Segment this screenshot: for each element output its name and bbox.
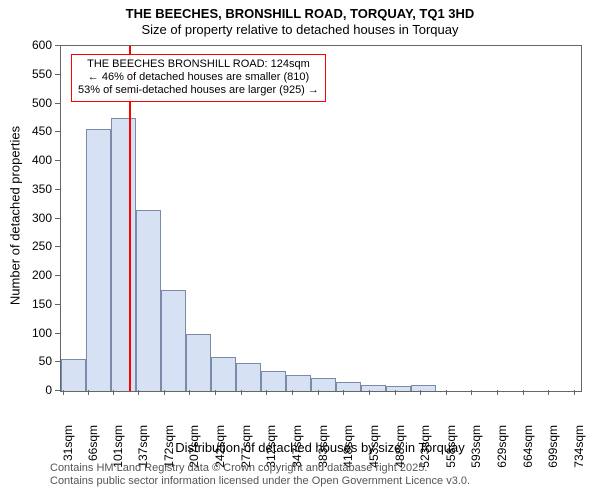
annotation-line-3: 53% of semi-detached houses are larger (…: [78, 84, 319, 97]
x-tick: [189, 390, 190, 395]
x-tick: [318, 390, 319, 395]
x-tick: [369, 390, 370, 395]
histogram-bar: [136, 210, 161, 391]
x-tick: [343, 390, 344, 395]
x-tick: [497, 390, 498, 395]
x-tick: [292, 390, 293, 395]
histogram-bar: [161, 290, 186, 391]
x-tick: [241, 390, 242, 395]
y-tick: [55, 45, 60, 46]
histogram-bar: [111, 118, 136, 391]
histogram-bar: [411, 385, 436, 391]
x-tick: [88, 390, 89, 395]
footer-attribution: Contains HM Land Registry data © Crown c…: [50, 462, 470, 488]
x-tick: [113, 390, 114, 395]
chart-area: THE BEECHES BRONSHILL ROAD: 124sqm← 46% …: [0, 0, 600, 500]
y-tick-label: 250: [32, 239, 52, 253]
y-tick: [55, 333, 60, 334]
y-tick-label: 50: [39, 354, 52, 368]
annotation-line-2: ← 46% of detached houses are smaller (81…: [78, 71, 319, 84]
x-tick: [574, 390, 575, 395]
y-tick: [55, 304, 60, 305]
plot-region: THE BEECHES BRONSHILL ROAD: 124sqm← 46% …: [60, 45, 582, 392]
x-tick: [266, 390, 267, 395]
property-annotation: THE BEECHES BRONSHILL ROAD: 124sqm← 46% …: [71, 54, 326, 102]
y-tick: [55, 131, 60, 132]
y-tick-label: 200: [32, 268, 52, 282]
y-tick: [55, 218, 60, 219]
y-axis-title: Number of detached properties: [8, 115, 23, 315]
y-tick: [55, 74, 60, 75]
footer-line-2: Contains public sector information licen…: [50, 475, 470, 488]
y-tick: [55, 361, 60, 362]
x-tick: [164, 390, 165, 395]
y-tick: [55, 246, 60, 247]
x-tick: [471, 390, 472, 395]
x-tick: [446, 390, 447, 395]
footer-line-1: Contains HM Land Registry data © Crown c…: [50, 462, 470, 475]
histogram-bar: [336, 382, 361, 391]
histogram-bar: [286, 375, 311, 391]
y-tick-label: 150: [32, 297, 52, 311]
x-tick: [548, 390, 549, 395]
histogram-bar: [211, 357, 236, 392]
histogram-bar: [386, 386, 411, 391]
x-tick: [215, 390, 216, 395]
y-tick-label: 100: [32, 326, 52, 340]
x-tick: [63, 390, 64, 395]
x-axis-title: Distribution of detached houses by size …: [60, 440, 580, 455]
annotation-line-1: THE BEECHES BRONSHILL ROAD: 124sqm: [78, 58, 319, 71]
x-tick: [395, 390, 396, 395]
histogram-bar: [361, 385, 386, 391]
x-tick: [523, 390, 524, 395]
y-tick-label: 550: [32, 67, 52, 81]
y-tick-label: 350: [32, 182, 52, 196]
y-tick: [55, 160, 60, 161]
y-tick-label: 500: [32, 96, 52, 110]
y-tick: [55, 189, 60, 190]
y-tick: [55, 390, 60, 391]
y-tick: [55, 275, 60, 276]
histogram-bar: [61, 359, 86, 391]
y-tick-label: 300: [32, 211, 52, 225]
histogram-bar: [86, 129, 111, 391]
histogram-bar: [261, 371, 286, 391]
y-tick-label: 600: [32, 38, 52, 52]
y-tick-label: 400: [32, 153, 52, 167]
chart-container: THE BEECHES, BRONSHILL ROAD, TORQUAY, TQ…: [0, 0, 600, 500]
x-tick: [420, 390, 421, 395]
y-tick: [55, 103, 60, 104]
x-tick: [138, 390, 139, 395]
y-tick-label: 450: [32, 124, 52, 138]
y-tick-label: 0: [45, 383, 52, 397]
histogram-bar: [186, 334, 211, 392]
histogram-bar: [236, 363, 261, 391]
histogram-bar: [311, 378, 336, 391]
